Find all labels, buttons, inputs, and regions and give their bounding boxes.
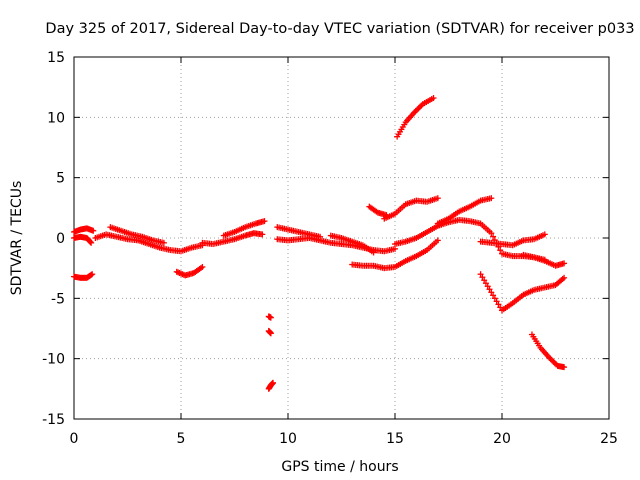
x-tick-label: 5 [177,431,186,447]
data-point [477,271,484,278]
x-tick-label: 25 [600,431,618,447]
data-series [71,225,97,235]
y-tick-label: 5 [56,171,65,187]
y-tick-labels: -15 -10 -5 0 5 10 15 [42,50,65,428]
data-series [528,331,568,371]
y-tick-label: -15 [42,412,65,428]
data-point [482,280,489,287]
data-point [414,106,421,113]
x-tick-label: 0 [70,431,79,447]
data-point [430,95,437,102]
y-tick-label: 15 [47,50,65,66]
data-point [160,239,167,246]
data-series [107,224,167,246]
data-point [370,249,377,256]
x-axis-label: GPS time / hours [281,459,398,475]
data-point [484,283,491,290]
data-point [488,195,495,202]
data-point [199,263,206,270]
data-point [412,108,419,115]
y-tick-label: -10 [42,352,65,368]
data-series [327,232,377,256]
data-series [220,218,268,239]
data-series [520,251,568,269]
data-series [381,195,441,222]
data-series [265,379,277,392]
data-series [71,271,96,281]
data-series [265,327,274,337]
data-point [561,274,568,281]
chart-title: Day 325 of 2017, Sidereal Day-to-day VTE… [45,21,634,37]
data-point [495,301,502,308]
data-point [90,227,97,234]
data-point [490,292,497,299]
data-point [481,277,488,284]
data-series [173,263,206,279]
data-point [267,314,274,321]
x-tick-label: 20 [493,431,511,447]
y-tick-label: 10 [47,110,65,126]
data-series [477,231,548,249]
data-point [497,304,504,311]
x-tick-labels: 0 5 10 15 20 25 [70,431,618,447]
data-point [87,239,94,246]
data-series [274,224,324,240]
data-point [270,379,277,386]
data-point [490,233,497,240]
data-point [488,230,495,237]
data-point [267,330,274,337]
y-tick-label: 0 [56,231,65,247]
data-point [541,231,548,238]
y-axis-label: SDTVAR / TECUs [9,181,25,296]
x-tick-label: 10 [279,431,297,447]
data-series [92,231,206,255]
data-point [550,358,557,365]
data-point [434,195,441,202]
data-point [434,237,441,244]
data-point [415,105,422,112]
data-point [561,260,568,267]
data-point [497,247,504,254]
data-series [265,313,274,321]
data-point [491,295,498,302]
data-point [416,103,423,110]
data-series [71,233,95,246]
data-point [551,360,558,367]
data-point [261,218,268,225]
data-point [88,239,95,246]
data-point [561,364,568,371]
data-series [199,230,266,248]
data-point [479,274,486,281]
data-point [89,271,96,278]
data-point [259,231,266,238]
y-tick-label: -5 [51,291,65,307]
data-point [547,355,554,362]
data-point [493,298,500,305]
data-points [71,95,568,392]
data-series [477,271,568,314]
data-point [317,233,324,240]
data-series [434,195,495,227]
x-tick-label: 15 [386,431,404,447]
data-point [488,289,495,296]
data-series [349,237,441,272]
data-series [394,95,437,140]
data-point [486,286,493,293]
